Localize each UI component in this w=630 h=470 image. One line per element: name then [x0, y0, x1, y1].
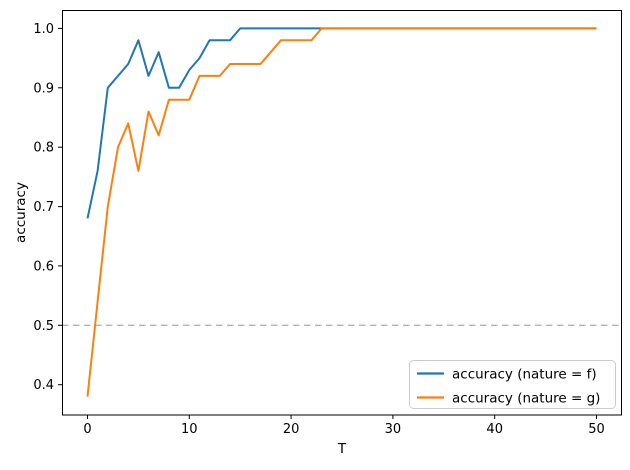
x-tick-label: 50: [588, 422, 605, 437]
x-tick-label: 40: [486, 422, 503, 437]
legend-label-nature-f: accuracy (nature = f): [452, 367, 597, 383]
y-tick-label: 0.5: [33, 319, 54, 334]
series-line-1: [86, 27, 597, 397]
y-tick-label: 0.9: [33, 81, 54, 96]
y-tick-label: 0.6: [33, 259, 54, 274]
y-axis-label: accuracy: [13, 182, 29, 243]
y-tick-label: 1.0: [33, 22, 54, 37]
x-axis-label: T: [337, 441, 347, 457]
series-lines: [86, 27, 597, 397]
x-tick-label: 10: [181, 422, 198, 437]
y-tick-label: 0.8: [33, 141, 54, 156]
x-tick-label: 30: [385, 422, 402, 437]
y-tick-label: 0.4: [33, 378, 54, 393]
plot-area: [62, 10, 622, 415]
y-axis-ticks: 0.4 0.5 0.6 0.7 0.8 0.9 1.0: [33, 22, 62, 393]
x-tick-label: 0: [83, 422, 91, 437]
x-axis-ticks: 0 10 20 30 40 50: [83, 415, 605, 437]
legend: accuracy (nature = f) accuracy (nature =…: [409, 360, 616, 409]
x-tick-label: 20: [283, 422, 300, 437]
y-tick-label: 0.7: [33, 200, 54, 215]
legend-box: [409, 360, 616, 409]
axes-spines: [62, 10, 622, 416]
legend-label-nature-g: accuracy (nature = g): [452, 391, 600, 407]
